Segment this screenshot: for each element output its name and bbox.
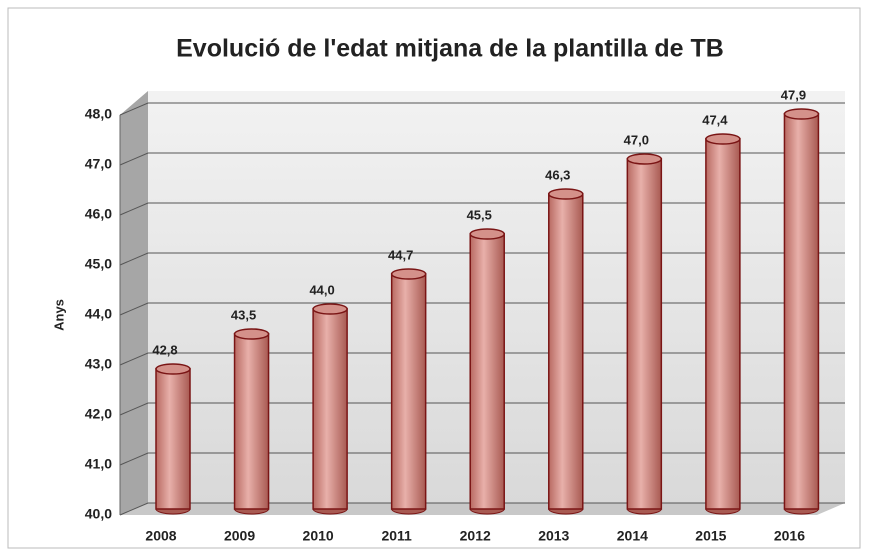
x-tick-label: 2016 (774, 528, 805, 544)
bar (548, 193, 584, 510)
data-label: 46,3 (545, 167, 570, 182)
bar (390, 273, 427, 510)
data-label: 44,0 (309, 282, 334, 297)
side-wall (120, 91, 148, 515)
bar-top (548, 188, 584, 200)
data-label: 47,9 (781, 87, 806, 102)
bar (705, 138, 741, 510)
bar-top (705, 133, 741, 145)
bar (469, 233, 505, 510)
grid-line (119, 452, 845, 466)
y-tick-label: 41,0 (85, 456, 112, 472)
data-label: 44,7 (388, 247, 413, 262)
bar-top (626, 153, 663, 165)
data-label: 47,0 (624, 132, 649, 147)
bar-top (233, 328, 270, 340)
bar-top (390, 268, 427, 280)
bar (312, 308, 348, 510)
y-tick-label: 40,0 (85, 506, 112, 522)
y-tick-label: 47,0 (85, 156, 112, 172)
bar (783, 113, 820, 510)
grid-line (119, 102, 845, 116)
y-tick-label: 46,0 (85, 206, 112, 222)
grid-line (119, 152, 845, 166)
bar-top (783, 108, 820, 120)
bar-top (155, 363, 191, 375)
bar-top (469, 228, 505, 240)
bar (626, 158, 663, 510)
x-tick-label: 2015 (695, 528, 726, 544)
data-label: 45,5 (467, 207, 492, 222)
chart-title: Evolució de l'edat mitjana de la plantil… (176, 35, 724, 63)
data-label: 47,4 (702, 112, 728, 127)
grid-line (119, 402, 845, 416)
y-axis-title: Anys (51, 299, 66, 331)
x-tick-label: 2014 (617, 528, 648, 544)
x-tick-label: 2009 (224, 528, 255, 544)
x-tick-label: 2008 (145, 528, 176, 544)
y-tick-label: 43,0 (85, 356, 112, 372)
grid-line (119, 252, 845, 266)
x-tick-label: 2011 (381, 528, 412, 544)
y-tick-label: 48,0 (85, 106, 112, 122)
grid-line (119, 502, 845, 516)
bar-top (312, 303, 348, 315)
data-label: 43,5 (231, 307, 256, 322)
data-label: 42,8 (152, 342, 177, 357)
y-tick-label: 45,0 (85, 256, 112, 272)
x-tick-label: 2013 (538, 528, 569, 544)
grid-line (119, 202, 845, 216)
x-tick-label: 2010 (303, 528, 334, 544)
x-tick-label: 2012 (460, 528, 491, 544)
bar (155, 368, 191, 510)
grid-line (119, 352, 845, 366)
bar (233, 333, 270, 510)
grid-line (119, 302, 845, 316)
y-tick-label: 42,0 (85, 406, 112, 422)
y-tick-label: 44,0 (85, 306, 112, 322)
